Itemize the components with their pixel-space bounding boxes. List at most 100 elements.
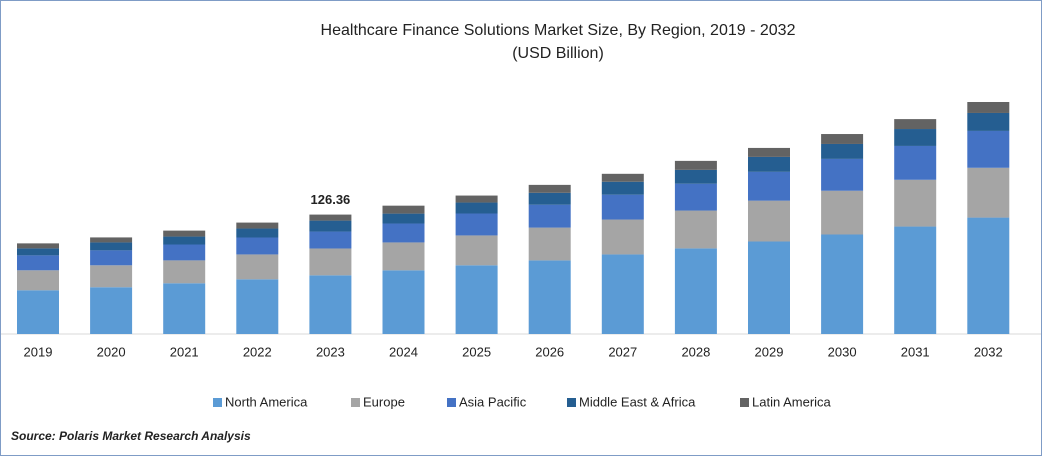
bar-segment bbox=[309, 275, 352, 334]
bar-segment bbox=[455, 195, 498, 203]
bar-segment bbox=[17, 270, 59, 291]
bar-segment bbox=[674, 248, 717, 334]
bar-segment bbox=[236, 222, 279, 229]
x-tick-label: 2020 bbox=[97, 344, 126, 359]
bar-segment bbox=[748, 241, 790, 334]
legend-label: Middle East & Africa bbox=[579, 394, 696, 409]
bar-segment bbox=[674, 160, 717, 170]
legend-label: Asia Pacific bbox=[459, 394, 527, 409]
bar-segment bbox=[382, 213, 425, 224]
bar-segment bbox=[382, 205, 425, 214]
bar-segment bbox=[455, 235, 498, 266]
bar-segment bbox=[17, 248, 59, 256]
x-tick-label: 2027 bbox=[608, 344, 637, 359]
bar-segment bbox=[455, 202, 498, 214]
bar-segment bbox=[382, 242, 425, 271]
legend-swatch bbox=[740, 398, 749, 407]
x-tick-label: 2028 bbox=[681, 344, 710, 359]
bar-segment bbox=[601, 254, 644, 334]
bar-segment bbox=[967, 112, 1010, 131]
bar-segment bbox=[382, 223, 425, 243]
x-tick-label: 2032 bbox=[974, 344, 1003, 359]
bar-segment bbox=[309, 231, 352, 249]
bar-segment bbox=[748, 200, 790, 242]
bar-segment bbox=[601, 173, 644, 182]
bar-segment bbox=[90, 287, 133, 334]
x-tick-label: 2024 bbox=[389, 344, 418, 359]
legend-swatch bbox=[213, 398, 222, 407]
bar-segment bbox=[236, 254, 279, 280]
data-label: 126.36 bbox=[311, 192, 351, 207]
bar-segment bbox=[309, 248, 352, 276]
bar-segment bbox=[894, 179, 937, 227]
bar-segment bbox=[309, 214, 352, 221]
bar-segment bbox=[163, 260, 206, 284]
bar-segment bbox=[601, 219, 644, 255]
chart-title: Healthcare Finance Solutions Market Size… bbox=[321, 22, 796, 39]
bar-segment bbox=[748, 147, 790, 157]
bar-segment bbox=[236, 237, 279, 255]
bar-segment bbox=[601, 194, 644, 220]
bar-segment bbox=[163, 283, 206, 334]
bar-segment bbox=[894, 119, 937, 130]
bar-segment bbox=[455, 265, 498, 334]
bar-segment bbox=[163, 236, 206, 245]
bar-segment bbox=[17, 243, 59, 249]
bar-segment bbox=[821, 190, 864, 235]
legend-swatch bbox=[567, 398, 576, 407]
chart-subtitle: (USD Billion) bbox=[512, 45, 604, 62]
bar-segment bbox=[455, 213, 498, 236]
bar-segment bbox=[90, 242, 133, 251]
bar-segment bbox=[967, 130, 1010, 168]
legend-label: Latin America bbox=[752, 394, 832, 409]
bar-segment bbox=[528, 260, 571, 334]
x-tick-label: 2022 bbox=[243, 344, 272, 359]
legend-label: North America bbox=[225, 394, 308, 409]
bar-segment bbox=[528, 184, 571, 193]
bar-segment bbox=[601, 181, 644, 195]
bar-segment bbox=[894, 226, 937, 334]
bar-segment bbox=[821, 143, 864, 159]
bar-segment bbox=[309, 220, 352, 232]
legend-swatch bbox=[447, 398, 456, 407]
bar-segment bbox=[821, 234, 864, 334]
bar-segment bbox=[163, 244, 206, 261]
bar-segment bbox=[90, 237, 133, 243]
x-tick-label: 2030 bbox=[828, 344, 857, 359]
x-tick-label: 2021 bbox=[170, 344, 199, 359]
bar-segment bbox=[967, 217, 1010, 334]
bar-segment bbox=[894, 129, 937, 146]
bar-segment bbox=[967, 102, 1010, 113]
source: Source: Polaris Market Research Analysis bbox=[11, 429, 251, 443]
bar-segment bbox=[748, 156, 790, 172]
x-tick-label: 2025 bbox=[462, 344, 491, 359]
bar-segment bbox=[163, 230, 206, 237]
bar-segment bbox=[674, 183, 717, 211]
bar-segment bbox=[17, 255, 59, 271]
x-tick-label: 2023 bbox=[316, 344, 345, 359]
bar-segment bbox=[528, 227, 571, 261]
bar-segment bbox=[236, 228, 279, 238]
x-tick-label: 2019 bbox=[24, 344, 53, 359]
bar-segment bbox=[528, 192, 571, 205]
legend-label: Europe bbox=[363, 394, 405, 409]
bar-segment bbox=[748, 171, 790, 201]
bar-segment bbox=[90, 265, 133, 288]
legend-swatch bbox=[351, 398, 360, 407]
x-tick-label: 2029 bbox=[755, 344, 784, 359]
bar-segment bbox=[528, 204, 571, 228]
bar-segment bbox=[821, 158, 864, 191]
bar-segment bbox=[967, 167, 1010, 218]
bar-segment bbox=[236, 279, 279, 334]
bar-segment bbox=[382, 270, 425, 334]
bar-segment bbox=[674, 169, 717, 184]
bar-segment bbox=[674, 210, 717, 249]
x-tick-label: 2026 bbox=[535, 344, 564, 359]
bar-segment bbox=[821, 134, 864, 144]
x-tick-label: 2031 bbox=[901, 344, 930, 359]
bar-segment bbox=[894, 145, 937, 180]
bar-segment bbox=[17, 290, 59, 334]
bar-segment bbox=[90, 250, 133, 266]
